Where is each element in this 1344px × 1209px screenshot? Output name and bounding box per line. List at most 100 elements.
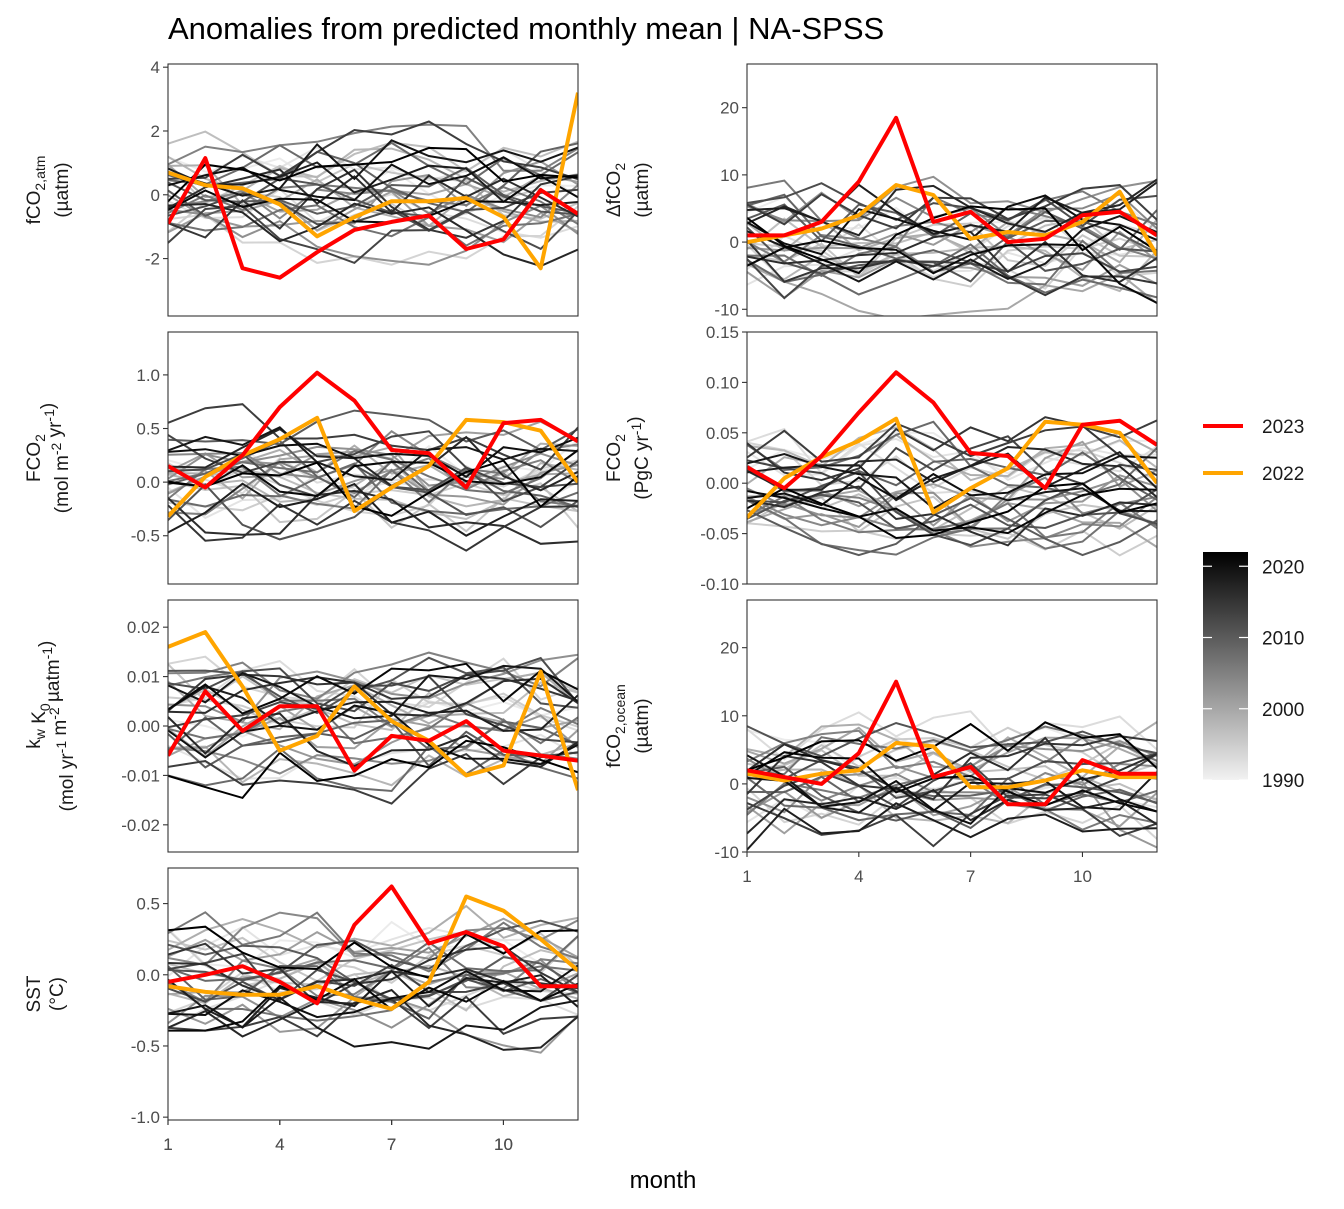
year-line — [747, 205, 1157, 275]
year-line — [168, 751, 578, 805]
year-line — [747, 445, 1157, 498]
colorbar-label: 2010 — [1262, 629, 1304, 650]
y-axis-label: SST (°C) — [24, 975, 68, 1012]
year-line — [168, 409, 578, 452]
panel-border — [746, 599, 1158, 853]
year-line — [168, 482, 578, 537]
x-tick-label: 4 — [275, 1135, 284, 1154]
x-tick-label: 10 — [494, 1135, 513, 1154]
year-line — [168, 964, 578, 1020]
series-line-2023 — [747, 679, 1157, 807]
year-line — [747, 194, 1157, 256]
year-line — [168, 962, 578, 1005]
y-tick-label: -0.01 — [121, 766, 160, 785]
year-line — [747, 203, 1157, 255]
y-tick-label: 0.00 — [706, 474, 739, 493]
year-line — [168, 676, 578, 717]
year-line — [168, 904, 578, 951]
y-tick-label: -10 — [714, 843, 739, 862]
y-tick-label: 0 — [730, 233, 739, 252]
year-line — [747, 215, 1157, 283]
year-line — [747, 721, 1157, 772]
background-year-lines — [747, 175, 1157, 316]
y-tick-label: 0.02 — [127, 618, 160, 637]
y-tick-label: 0.5 — [136, 895, 160, 914]
year-line — [168, 120, 578, 181]
y-tick-label: 10 — [720, 166, 739, 185]
year-line — [747, 495, 1157, 539]
year-line — [747, 451, 1157, 502]
legend-label-2022: 2022 — [1262, 464, 1304, 485]
year-line — [747, 776, 1157, 825]
year-line — [168, 978, 578, 1031]
year-line — [747, 243, 1157, 299]
panel-fCO2_ocean: -10 0 10 20 1 4 7 10 fCO2,ocean (µatm) — [604, 599, 1158, 886]
y-tick-label: 0 — [151, 186, 160, 205]
year-line — [747, 184, 1157, 230]
y-tick-label: -0.05 — [700, 525, 739, 544]
y-tick-label: -0.10 — [700, 575, 739, 594]
year-line — [747, 499, 1157, 556]
year-line — [747, 751, 1157, 813]
series-line-2023 — [168, 689, 578, 773]
x-axis-title: month — [630, 1167, 697, 1194]
year-line — [168, 653, 578, 724]
year-line — [168, 489, 578, 545]
year-line — [168, 204, 578, 266]
year-line — [168, 662, 578, 715]
year-line — [168, 168, 578, 218]
year-line — [168, 123, 578, 172]
year-line — [747, 239, 1157, 304]
y-axis-label: fCO2,ocean (µatm) — [604, 684, 653, 768]
y-tick-label: 0.0 — [136, 473, 160, 492]
y-axis-label: FCO2 (PgC yr-1) — [604, 416, 653, 499]
y-axis-label: fCO2,atm (µatm) — [24, 156, 73, 225]
y-tick-label: 1.0 — [136, 366, 160, 385]
year-line — [747, 263, 1157, 316]
year-line — [168, 675, 578, 744]
year-line — [747, 482, 1157, 540]
y-tick-label: 10 — [720, 707, 739, 726]
year-line — [747, 793, 1157, 848]
x-tick-label: 7 — [387, 1135, 396, 1154]
year-line — [168, 701, 578, 745]
series-line-2023 — [168, 370, 578, 490]
background-year-lines — [168, 403, 578, 552]
series-line-2023 — [747, 370, 1157, 491]
year-line — [168, 704, 578, 766]
year-line — [168, 965, 578, 1022]
x-tick-label: 10 — [494, 1135, 513, 1154]
year-colorbar — [1203, 552, 1248, 780]
year-line — [747, 435, 1157, 491]
y-tick-label: -0.5 — [131, 1037, 160, 1056]
y-tick-label: 0.5 — [136, 420, 160, 439]
year-line — [168, 968, 578, 1003]
background-year-lines — [168, 904, 578, 1054]
year-line — [747, 440, 1157, 508]
x-tick-label: 7 — [387, 1135, 396, 1154]
series-line-2022 — [747, 741, 1157, 790]
background-year-lines — [747, 710, 1157, 851]
year-line — [747, 497, 1157, 557]
year-line — [168, 146, 578, 203]
y-tick-label: 0.00 — [127, 717, 160, 736]
year-line — [747, 175, 1157, 223]
x-tick-label: 4 — [854, 867, 863, 886]
year-line — [168, 449, 578, 497]
y-tick-label: 20 — [720, 99, 739, 118]
panel-kw_K0: -0.02 -0.01 0.00 0.01 0.02 kw K0(mol yr-1 m-2… — [24, 599, 579, 853]
y-tick-label: 0.10 — [706, 373, 739, 392]
series-line-2023 — [747, 115, 1157, 245]
year-line — [168, 919, 578, 982]
panel-border — [167, 867, 579, 1121]
year-line — [168, 452, 578, 503]
year-line — [747, 495, 1157, 548]
year-line — [747, 419, 1157, 463]
y-axis-label: kw K0(mol yr-1 m-2 µatm-1) — [24, 641, 78, 812]
y-tick-label: -0.02 — [121, 816, 160, 835]
year-line — [168, 925, 578, 977]
x-tick-label: 4 — [275, 1135, 284, 1154]
year-line — [168, 462, 578, 516]
year-line — [168, 681, 578, 732]
